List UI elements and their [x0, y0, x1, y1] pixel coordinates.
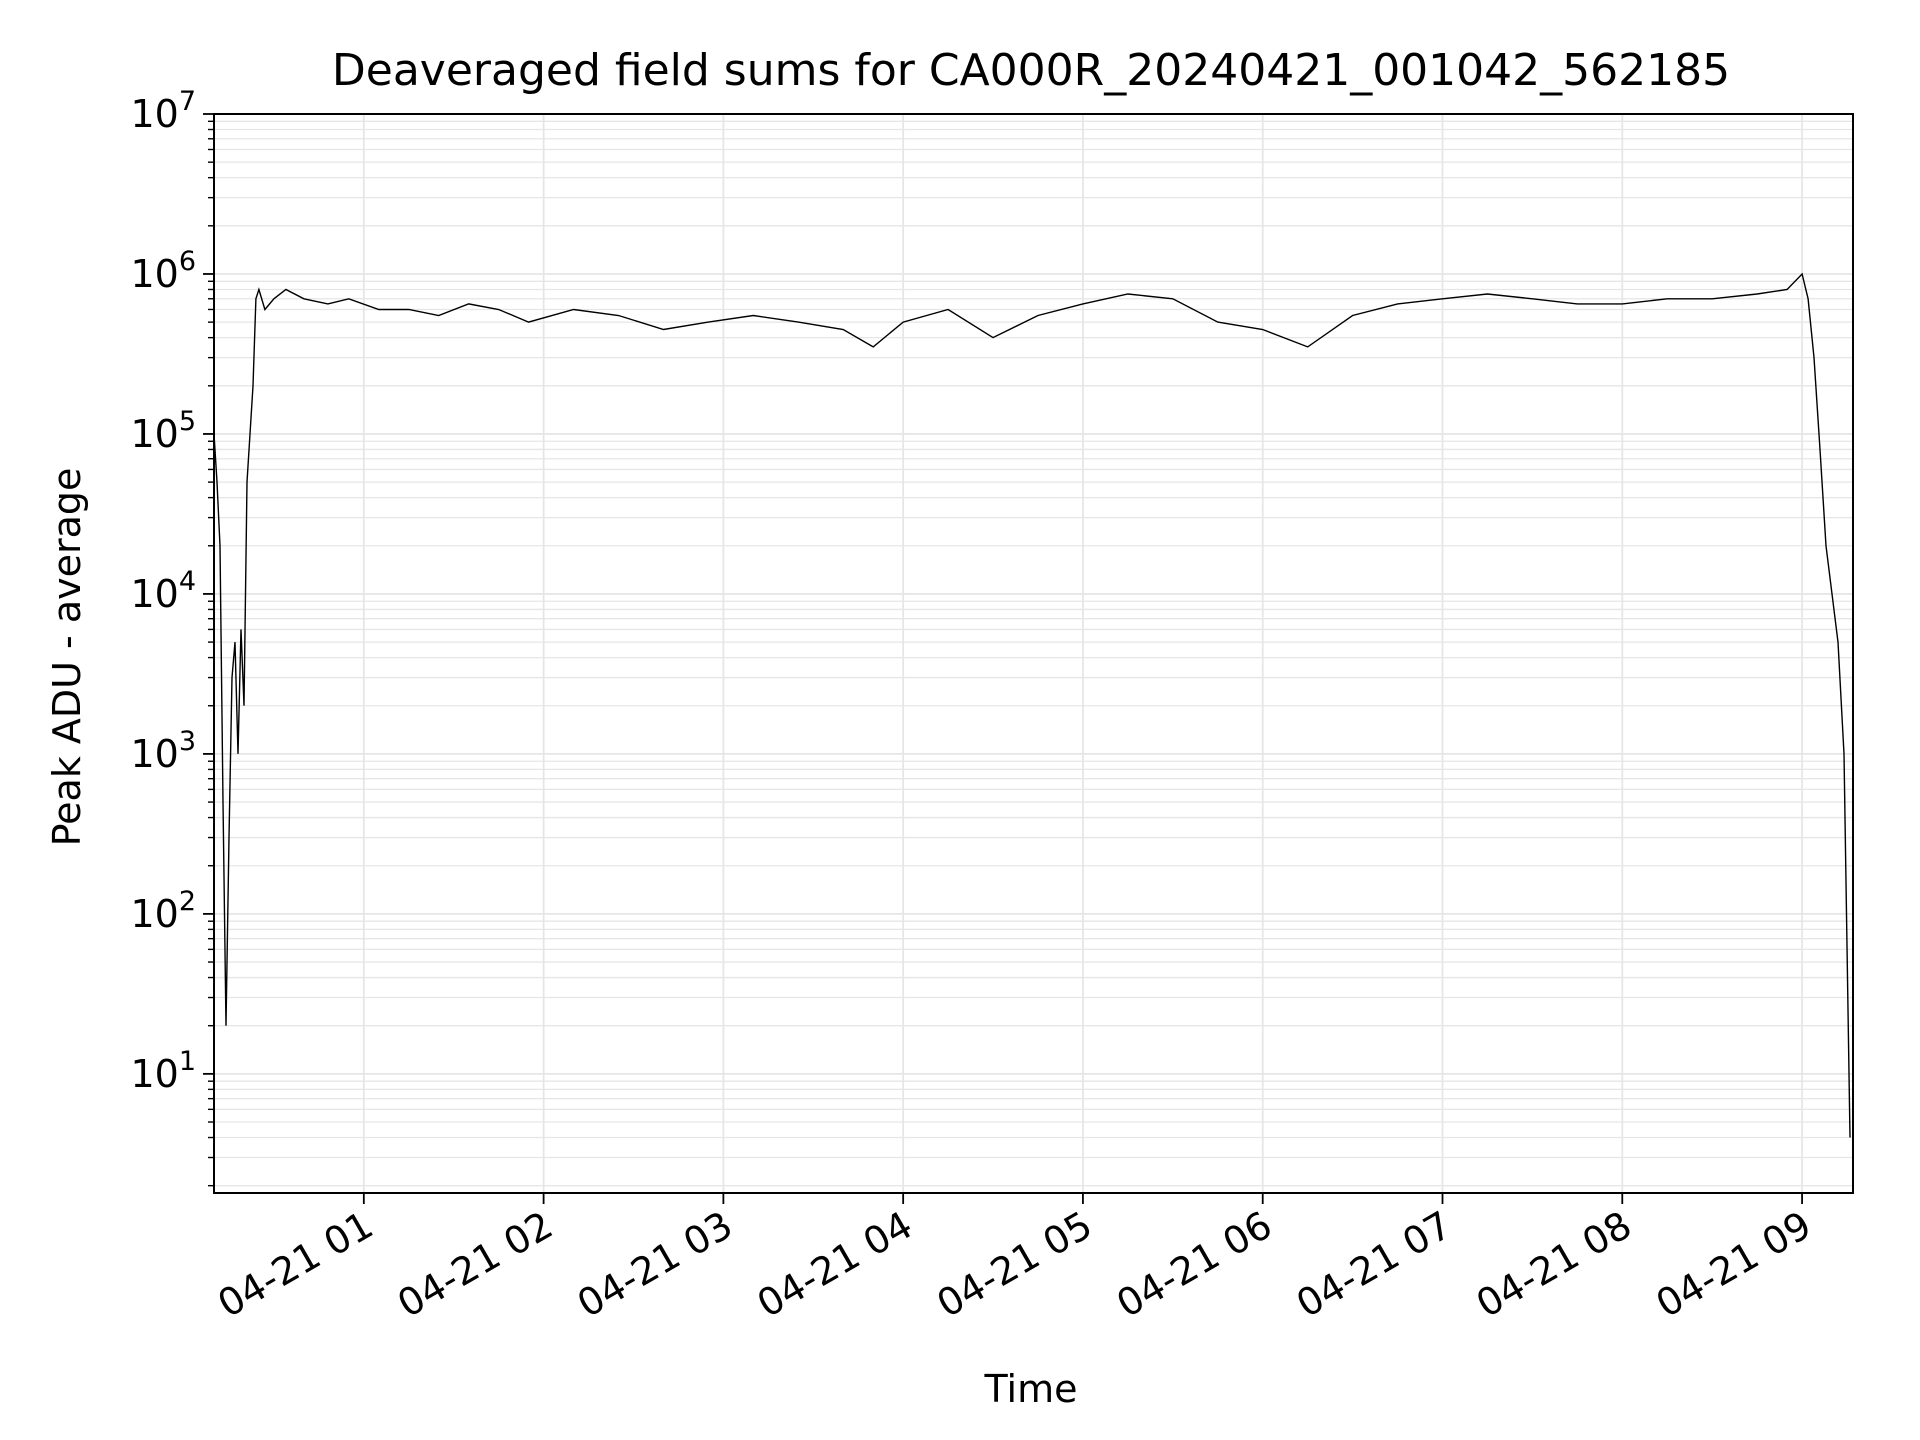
plot-frame — [213, 113, 1854, 1194]
series-line — [213, 272, 1851, 1138]
y-tick-label-exponent: 1 — [179, 1046, 196, 1077]
y-tick-label-base: 10 — [130, 732, 178, 776]
y-tick-label-exponent: 3 — [179, 726, 196, 757]
y-tick-label-exponent: 6 — [179, 246, 196, 277]
y-axis-label: Peak ADU - average — [45, 468, 89, 847]
y-tick-label: 107 — [130, 86, 196, 136]
chart-title: Deaveraged field sums for CA000R_2024042… — [332, 45, 1730, 96]
y-tick-label-base: 10 — [130, 572, 178, 616]
y-tick-label-base: 10 — [130, 1052, 178, 1096]
y-tick-label-base: 10 — [130, 252, 178, 296]
y-tick-label-exponent: 5 — [179, 406, 196, 437]
y-tick-label: 102 — [130, 886, 196, 936]
y-tick-label: 101 — [130, 1046, 196, 1096]
y-tick-label-exponent: 4 — [179, 566, 196, 597]
y-tick-label-base: 10 — [130, 92, 178, 136]
y-tick-label-exponent: 2 — [179, 886, 196, 917]
minor-gridlines — [214, 120, 1853, 1187]
y-tick-label: 104 — [130, 566, 196, 616]
y-tick-label-base: 10 — [130, 892, 178, 936]
major-gridlines — [214, 113, 1853, 1193]
y-tick-label-exponent: 7 — [179, 86, 196, 117]
x-axis-label: Time — [984, 1367, 1078, 1411]
y-tick-label-base: 10 — [130, 412, 178, 456]
y-tick-label: 105 — [130, 406, 196, 456]
y-tick-label: 103 — [130, 726, 196, 776]
y-tick-label: 106 — [130, 246, 196, 296]
